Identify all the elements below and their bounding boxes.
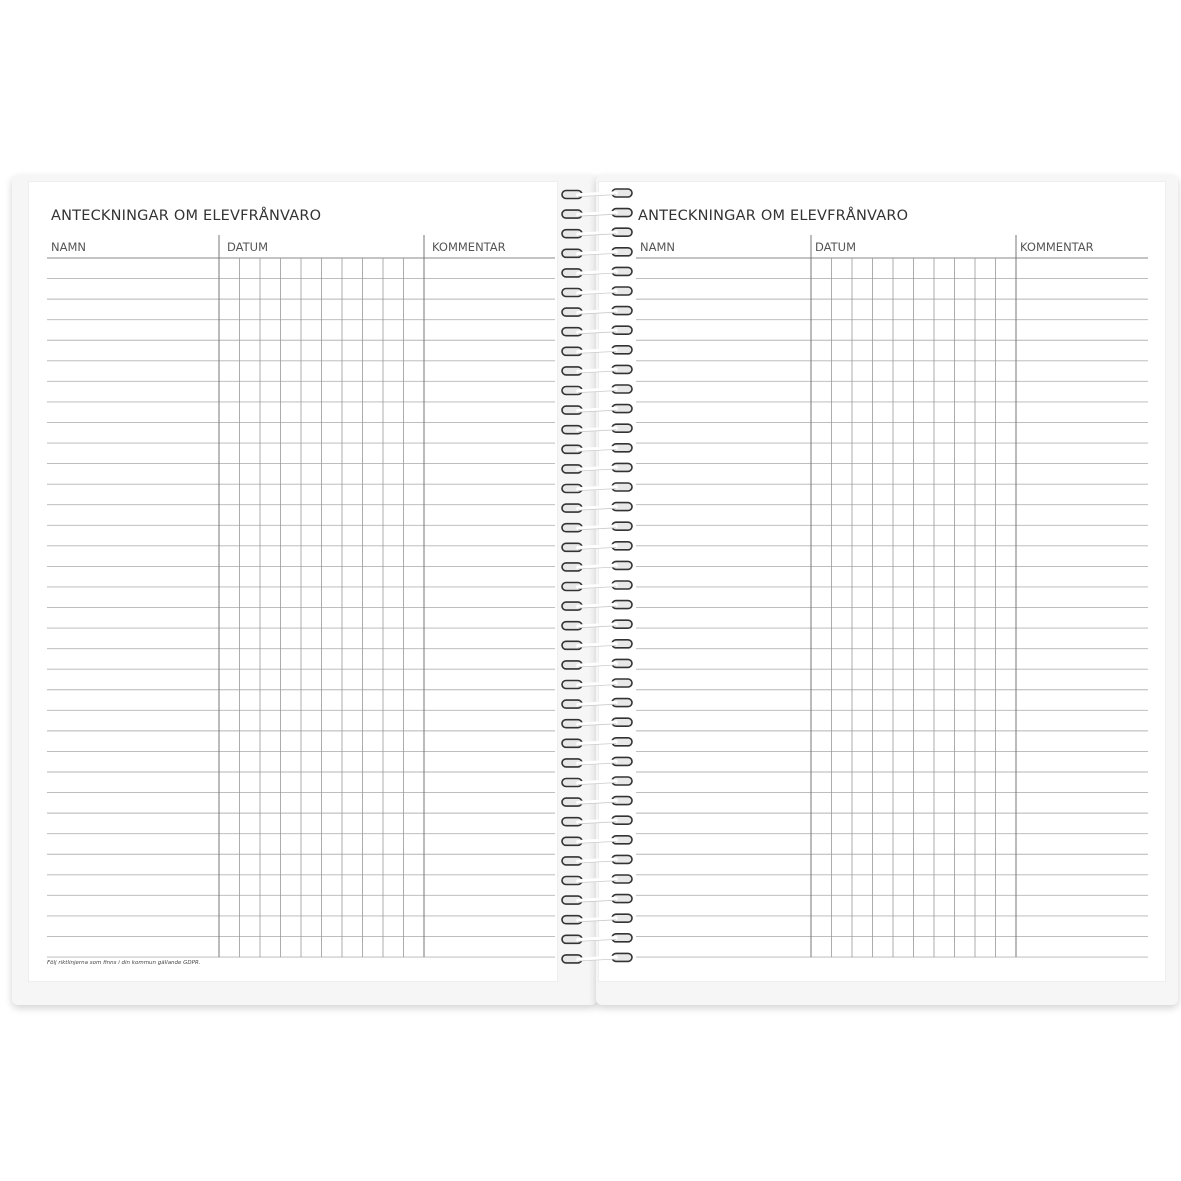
spiral-loop: [561, 442, 633, 455]
spiral-loop: [561, 364, 633, 376]
spiral-loop: [561, 540, 633, 553]
spiral-loop: [561, 344, 633, 357]
spiral-loop: [561, 227, 633, 239]
spiral-loop: [561, 325, 633, 337]
left-page: [28, 181, 558, 982]
spiral-loop: [561, 482, 633, 494]
spiral-loop: [561, 834, 633, 847]
spiral-loop: [561, 678, 633, 690]
spiral-loop: [561, 462, 633, 474]
spiral-loop: [561, 854, 633, 866]
spiral-loop: [561, 697, 633, 709]
right-header-name: NAMN: [640, 240, 675, 254]
spiral-loop: [561, 776, 633, 788]
spiral-loop: [561, 266, 633, 278]
left-header-name: NAMN: [51, 240, 86, 254]
spiral-loop: [561, 188, 633, 200]
spiral-loop: [561, 560, 633, 572]
spiral-loop: [561, 521, 633, 533]
left-header-date: DATUM: [227, 240, 268, 254]
spiral-loop: [561, 619, 633, 631]
left-page-title: ANTECKNINGAR OM ELEVFRÅNVARO: [51, 208, 322, 224]
spiral-loop: [561, 952, 633, 964]
spiral-loop: [561, 501, 633, 513]
spiral-loop: [561, 658, 633, 670]
spiral-loop: [561, 893, 633, 905]
spiral-loop: [561, 599, 633, 611]
spiral-loop: [561, 795, 633, 807]
gdpr-footer-note: Följ riktlinjerna som finns i din kommun…: [47, 960, 201, 966]
right-header-date: DATUM: [815, 240, 856, 254]
left-header-comment: KOMMENTAR: [432, 240, 506, 254]
spiral-loop: [561, 756, 633, 768]
spiral-loop: [561, 638, 633, 651]
spiral-loop: [561, 286, 633, 298]
right-page-title: ANTECKNINGAR OM ELEVFRÅNVARO: [638, 208, 909, 224]
spiral-loop: [561, 736, 633, 749]
spiral-loop: [561, 423, 633, 435]
spiral-loop: [561, 580, 633, 592]
spiral-loop: [561, 932, 633, 945]
spiral-loop: [561, 403, 633, 415]
right-page: [598, 181, 1166, 982]
spiral-loop: [561, 815, 633, 827]
spiral-loop: [561, 207, 633, 219]
right-header-comment: KOMMENTAR: [1020, 240, 1094, 254]
spiral-loop: [561, 874, 633, 886]
spiral-loop: [561, 305, 633, 317]
spiral-loop: [561, 384, 633, 396]
spiral-loop: [561, 717, 633, 729]
spiral-loop: [561, 247, 633, 259]
spiral-loop: [561, 913, 633, 925]
